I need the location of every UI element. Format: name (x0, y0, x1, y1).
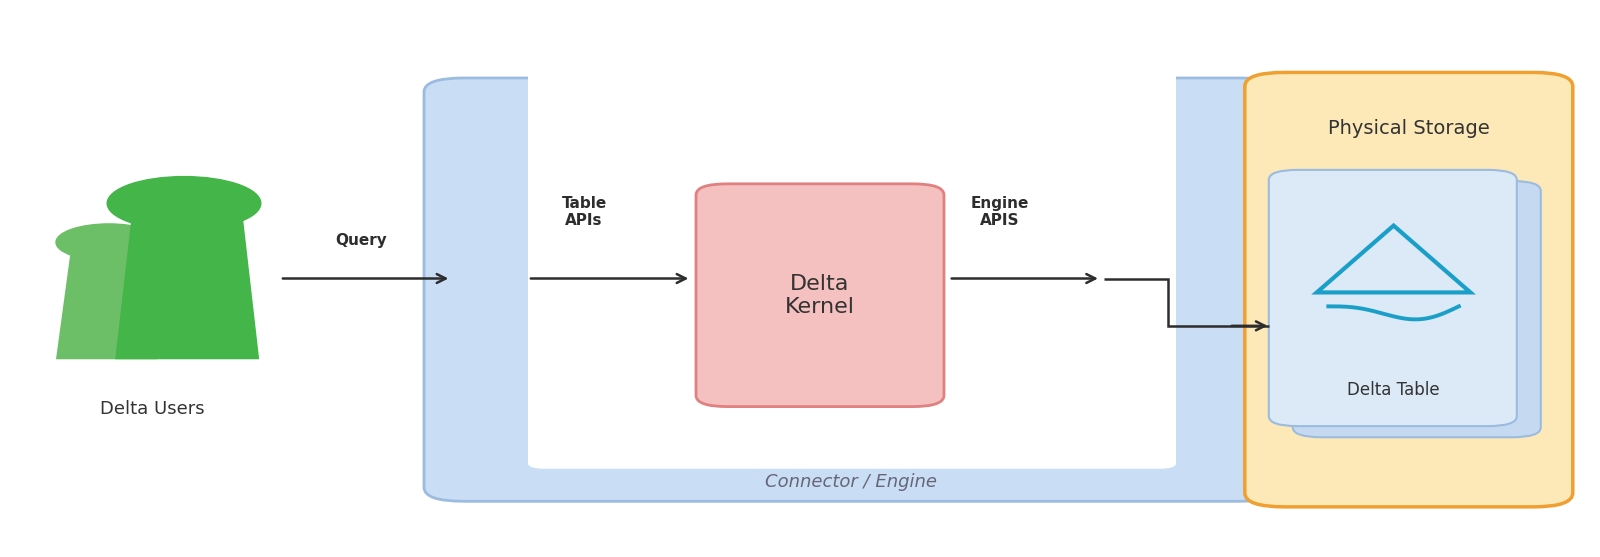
FancyBboxPatch shape (528, 50, 1176, 469)
Circle shape (56, 224, 162, 261)
Text: Delta Users: Delta Users (99, 400, 205, 418)
FancyBboxPatch shape (1245, 72, 1573, 507)
FancyBboxPatch shape (696, 184, 944, 407)
Text: Delta Table: Delta Table (1347, 381, 1440, 399)
Text: Table
APIs: Table APIs (562, 196, 606, 228)
Text: Engine
APIS: Engine APIS (971, 196, 1029, 228)
FancyBboxPatch shape (1293, 181, 1541, 437)
Text: Query: Query (336, 233, 387, 248)
Polygon shape (115, 209, 259, 359)
Polygon shape (56, 248, 157, 359)
FancyBboxPatch shape (424, 78, 1280, 501)
FancyBboxPatch shape (1269, 170, 1517, 426)
Text: Physical Storage: Physical Storage (1328, 119, 1490, 138)
Circle shape (107, 177, 261, 230)
Text: Delta
Kernel: Delta Kernel (786, 273, 854, 317)
Text: Connector / Engine: Connector / Engine (765, 473, 938, 491)
